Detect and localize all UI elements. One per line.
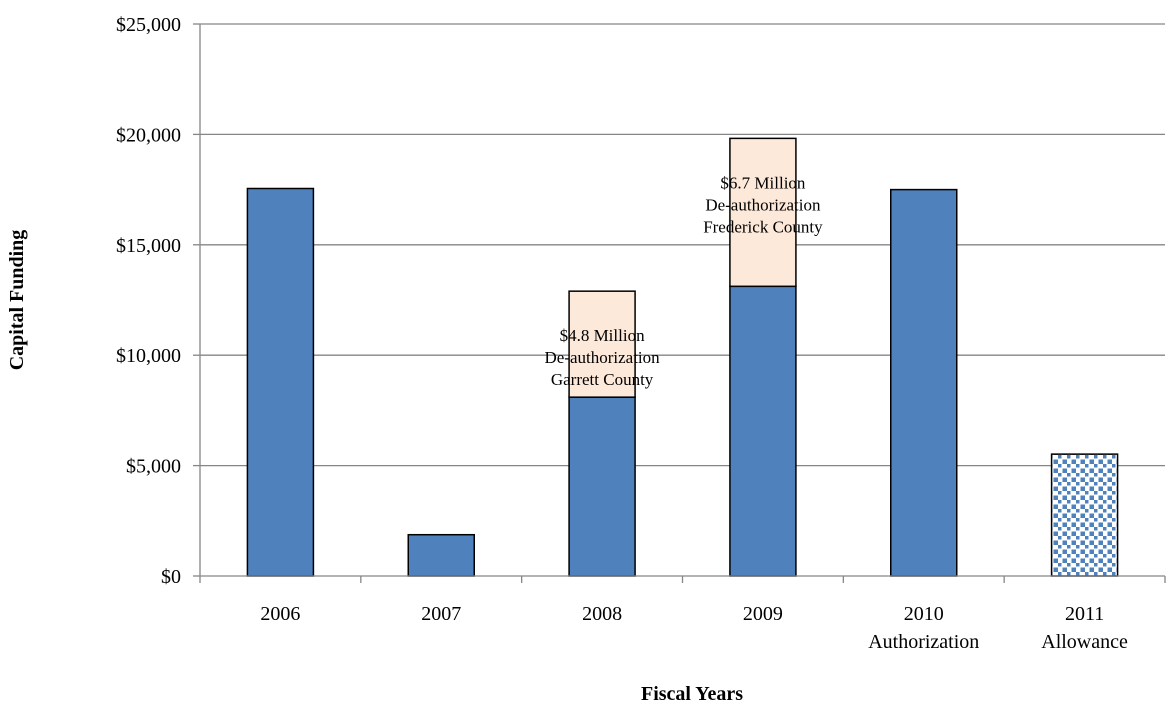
y-tick-label: $25,000 <box>116 14 181 36</box>
annotation-line: De-authorization <box>705 195 821 214</box>
x-tick-label: 2009 <box>743 603 783 625</box>
x-tick-labels: 2006 2007 2008 2009 2010 Authorization 2011 All… <box>260 603 1128 653</box>
y-axis-title: Capital Funding <box>6 230 28 371</box>
annotations: $4.8 Million De-authorization Garrett Coun… <box>544 173 823 389</box>
y-tick-labels: $0 $5,000 $10,000 $15,000 $20,000 $25,000 <box>116 14 181 588</box>
x-tick-label: 2011 Allowance <box>1041 603 1128 653</box>
gridlines <box>200 23 1165 467</box>
y-tick-label: $20,000 <box>116 124 181 146</box>
annotation-line: De-authorization <box>544 348 660 367</box>
x-tick-label: 2010 Authorization <box>868 603 979 653</box>
annotation-line: Frederick County <box>703 217 823 236</box>
annotation-line: $4.8 Million <box>560 326 646 345</box>
bar-segment <box>568 396 636 577</box>
annotation-line: Garrett County <box>551 370 654 389</box>
x-axis-title: Fiscal Years <box>641 683 743 705</box>
bar-segment <box>246 187 315 577</box>
x-tick-label: 2008 <box>582 603 622 625</box>
axes <box>193 23 1166 583</box>
x-tick-label: 2007 <box>421 603 461 625</box>
bar-segment <box>407 533 475 577</box>
bar-segment <box>890 188 958 577</box>
bars <box>246 137 1119 577</box>
x-tick-label: 2006 <box>260 603 300 625</box>
bar-segment-deauthorization <box>729 137 797 288</box>
y-tick-label: $10,000 <box>116 345 181 367</box>
bar-segment <box>729 285 797 577</box>
bar-segment-deauthorization <box>568 290 636 398</box>
annotation-line: $6.7 Million <box>720 173 806 192</box>
y-tick-label: $0 <box>161 566 181 588</box>
y-tick-label: $5,000 <box>126 456 181 478</box>
y-tick-label: $15,000 <box>116 235 181 257</box>
bar-segment <box>1050 453 1119 577</box>
